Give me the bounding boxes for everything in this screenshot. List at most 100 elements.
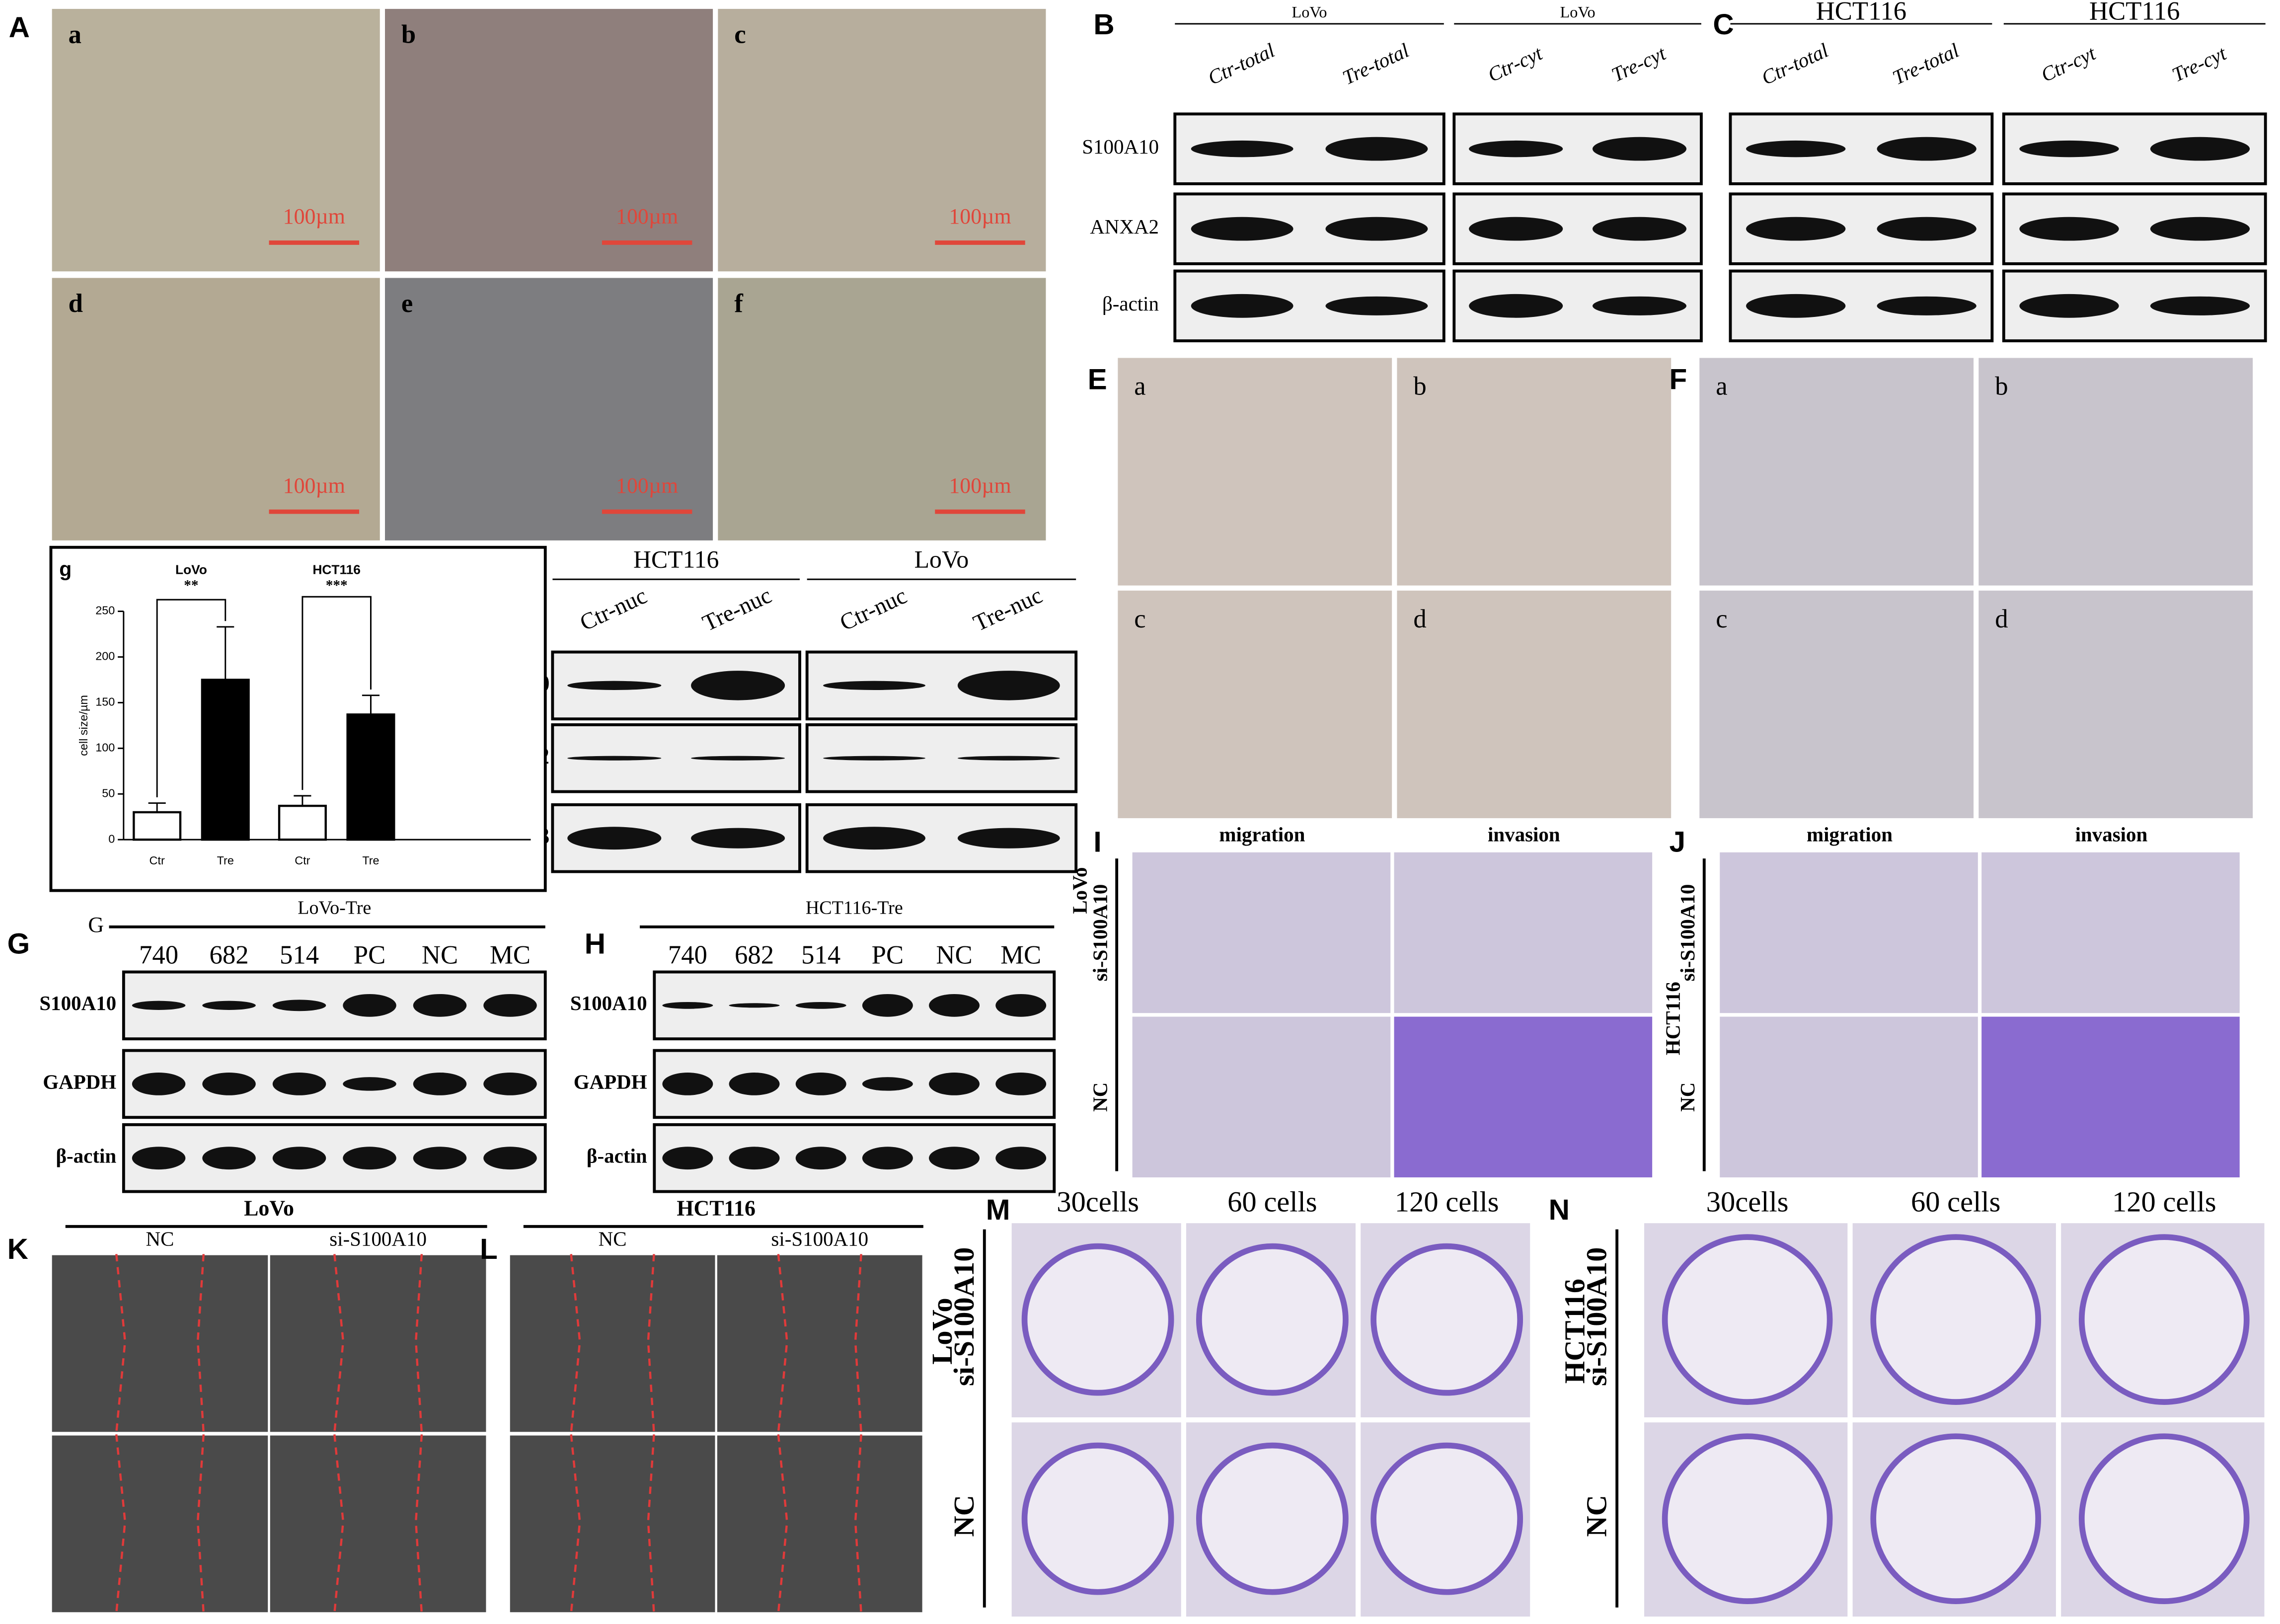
panel-label: L — [480, 1233, 498, 1265]
band — [567, 681, 662, 690]
band — [2150, 137, 2250, 161]
lane-label: Ctr-cyt — [2038, 41, 2100, 86]
scale-bar — [935, 240, 1025, 245]
sub-label: c — [1134, 605, 1145, 633]
col-label: migration — [1219, 823, 1305, 846]
micrograph — [715, 6, 1048, 274]
well — [1021, 1442, 1174, 1595]
bar — [278, 804, 327, 841]
micrograph — [715, 1433, 925, 1615]
sub-label: a — [69, 20, 81, 49]
scale-label: 100µm — [283, 474, 345, 498]
band — [567, 756, 662, 761]
band — [795, 1002, 846, 1009]
band — [995, 1147, 1047, 1170]
wound-edge — [115, 1254, 205, 1433]
col-label: 120 cells — [2112, 1185, 2216, 1218]
lane-label: 514 — [801, 940, 840, 969]
micrograph — [1115, 356, 1394, 588]
significance: ** — [184, 577, 198, 593]
lane-label: Tre-total — [1889, 39, 1963, 89]
micrograph — [1697, 588, 1976, 821]
band — [662, 1073, 713, 1095]
micrograph — [50, 1433, 270, 1615]
scale-label: 100µm — [616, 205, 678, 229]
lane-label: Tre-nuc — [970, 582, 1047, 636]
lane-label: MC — [1000, 940, 1041, 969]
row-label: S100A10 — [570, 992, 647, 1014]
col-label: si-S100A10 — [329, 1227, 427, 1250]
band — [413, 1073, 467, 1095]
band — [823, 756, 925, 761]
cell-label: HCT116 — [1662, 982, 1684, 1055]
row-label: GAPDH — [574, 1070, 647, 1093]
panel-label: K — [7, 1233, 28, 1265]
row-label: NC — [1580, 1495, 1612, 1537]
scale-label: 100µm — [283, 205, 345, 229]
band — [1469, 294, 1563, 318]
cell-label: HCT116 — [1559, 1279, 1591, 1384]
col-label: NC — [146, 1227, 174, 1250]
sub-label: d — [69, 289, 83, 318]
col-label: 60 cells — [1911, 1185, 2000, 1218]
micrograph — [1976, 356, 2255, 588]
scale-label: 100µm — [949, 474, 1011, 498]
band — [272, 1147, 326, 1170]
row-label: NC — [948, 1495, 980, 1537]
sub-label: f — [734, 289, 744, 318]
wound-edge — [777, 1254, 862, 1433]
micrograph — [382, 6, 715, 274]
bracket — [156, 599, 227, 797]
blot-box — [122, 1123, 547, 1193]
col-label: invasion — [2075, 823, 2148, 846]
row-label: si-S100A10 — [1676, 884, 1699, 982]
micrograph — [1130, 850, 1393, 1015]
cell-label: LoVo — [926, 1298, 958, 1364]
lane-label: Ctr-total — [1758, 39, 1832, 89]
group-label: HCT116 — [1816, 0, 1906, 26]
band — [2019, 294, 2119, 318]
band — [343, 1077, 396, 1091]
sub-label: b — [1995, 372, 2008, 401]
band — [1325, 296, 1428, 315]
bar — [133, 811, 182, 841]
band — [343, 994, 396, 1017]
col-label: 30cells — [1706, 1185, 1789, 1218]
band — [929, 1073, 980, 1095]
band — [1325, 137, 1428, 161]
row-label: ANXA2 — [1090, 215, 1159, 238]
band — [862, 1077, 913, 1091]
blot-box — [653, 970, 1056, 1041]
micrograph — [1115, 588, 1394, 821]
panel-label: J — [1670, 826, 1686, 858]
error-bar — [148, 802, 166, 812]
panel-label: M — [986, 1194, 1010, 1226]
x-tick-label: Tre — [217, 854, 234, 867]
micrograph — [268, 1433, 488, 1615]
band — [1592, 296, 1687, 315]
lane-label: 740 — [139, 940, 178, 969]
wound-edge — [333, 1434, 423, 1614]
x-tick-label: Ctr — [150, 854, 165, 867]
micrograph — [1392, 1014, 1655, 1180]
blot-box — [122, 970, 547, 1041]
micrograph — [1130, 1014, 1393, 1180]
micrograph — [1395, 356, 1673, 588]
col-label: 120 cells — [1395, 1185, 1499, 1218]
lane-label: Ctr-cyt — [1484, 41, 1546, 86]
micrograph — [508, 1433, 717, 1615]
col-label: NC — [599, 1227, 627, 1250]
band — [202, 1147, 256, 1170]
band — [1469, 140, 1563, 157]
blot-box — [653, 1123, 1056, 1193]
micrograph — [382, 276, 715, 543]
group-label: HCT116 — [312, 562, 361, 577]
lane-label: Tre-nuc — [698, 582, 775, 636]
band — [343, 1147, 396, 1170]
band — [483, 1073, 537, 1095]
micrograph — [50, 276, 382, 543]
scale-bar — [602, 240, 692, 245]
group-label: LoVo — [914, 545, 969, 573]
blot-box — [122, 1049, 547, 1119]
significance: *** — [326, 577, 348, 593]
